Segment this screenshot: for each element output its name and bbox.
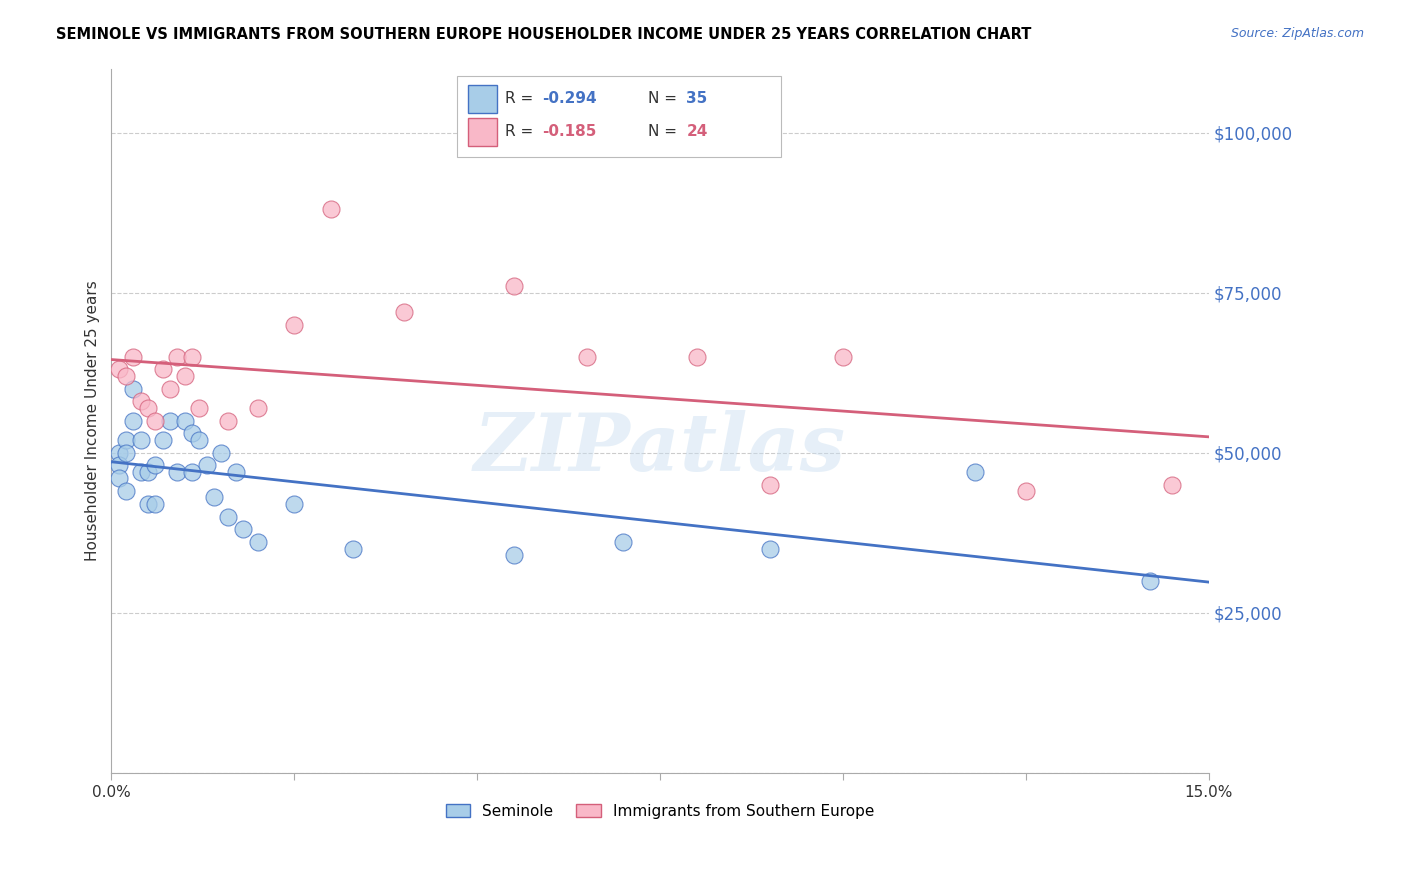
Text: -0.185: -0.185: [543, 124, 598, 139]
Point: [502, 548, 524, 562]
Text: N =: N =: [648, 124, 682, 139]
Point: [136, 465, 159, 479]
FancyBboxPatch shape: [457, 76, 780, 157]
Point: [502, 279, 524, 293]
Point: [122, 414, 145, 428]
Y-axis label: Householder Income Under 25 years: Householder Income Under 25 years: [86, 280, 100, 561]
Point: [143, 458, 166, 473]
Text: 35: 35: [686, 91, 707, 106]
Point: [107, 471, 129, 485]
Point: [283, 497, 305, 511]
Point: [173, 414, 195, 428]
Point: [136, 497, 159, 511]
Point: [392, 305, 415, 319]
Text: Source: ZipAtlas.com: Source: ZipAtlas.com: [1230, 27, 1364, 40]
Text: -0.294: -0.294: [543, 91, 598, 106]
Point: [143, 414, 166, 428]
Point: [195, 458, 218, 473]
Point: [166, 350, 188, 364]
Point: [129, 465, 152, 479]
Point: [232, 523, 254, 537]
Point: [342, 541, 364, 556]
Point: [1015, 484, 1038, 499]
Point: [129, 433, 152, 447]
Point: [685, 350, 707, 364]
Point: [143, 497, 166, 511]
Text: N =: N =: [648, 91, 682, 106]
Point: [575, 350, 598, 364]
Point: [107, 445, 129, 459]
Point: [122, 382, 145, 396]
Point: [180, 350, 202, 364]
Point: [107, 458, 129, 473]
Point: [159, 382, 181, 396]
Point: [246, 401, 269, 415]
FancyBboxPatch shape: [468, 85, 496, 113]
Point: [217, 509, 239, 524]
Point: [136, 401, 159, 415]
Point: [225, 465, 247, 479]
Point: [217, 414, 239, 428]
Point: [152, 433, 174, 447]
Point: [188, 433, 211, 447]
Point: [166, 465, 188, 479]
Point: [758, 477, 780, 491]
Point: [115, 433, 138, 447]
Point: [612, 535, 634, 549]
Text: ZIPatlas: ZIPatlas: [474, 410, 846, 488]
Point: [180, 465, 202, 479]
Point: [122, 350, 145, 364]
Point: [831, 350, 853, 364]
Point: [115, 368, 138, 383]
Point: [1139, 574, 1161, 588]
Point: [202, 491, 225, 505]
Point: [758, 541, 780, 556]
Point: [173, 368, 195, 383]
Point: [129, 394, 152, 409]
Point: [180, 426, 202, 441]
Text: R =: R =: [505, 124, 538, 139]
Point: [107, 362, 129, 376]
Point: [159, 414, 181, 428]
Point: [963, 465, 986, 479]
Point: [152, 362, 174, 376]
Point: [115, 445, 138, 459]
Legend: Seminole, Immigrants from Southern Europe: Seminole, Immigrants from Southern Europ…: [440, 797, 880, 825]
Text: 24: 24: [686, 124, 707, 139]
FancyBboxPatch shape: [468, 118, 496, 146]
Point: [283, 318, 305, 332]
Point: [209, 445, 232, 459]
Point: [319, 202, 342, 217]
Point: [188, 401, 211, 415]
Point: [1161, 477, 1184, 491]
Point: [115, 484, 138, 499]
Text: R =: R =: [505, 91, 538, 106]
Text: SEMINOLE VS IMMIGRANTS FROM SOUTHERN EUROPE HOUSEHOLDER INCOME UNDER 25 YEARS CO: SEMINOLE VS IMMIGRANTS FROM SOUTHERN EUR…: [56, 27, 1032, 42]
Point: [246, 535, 269, 549]
